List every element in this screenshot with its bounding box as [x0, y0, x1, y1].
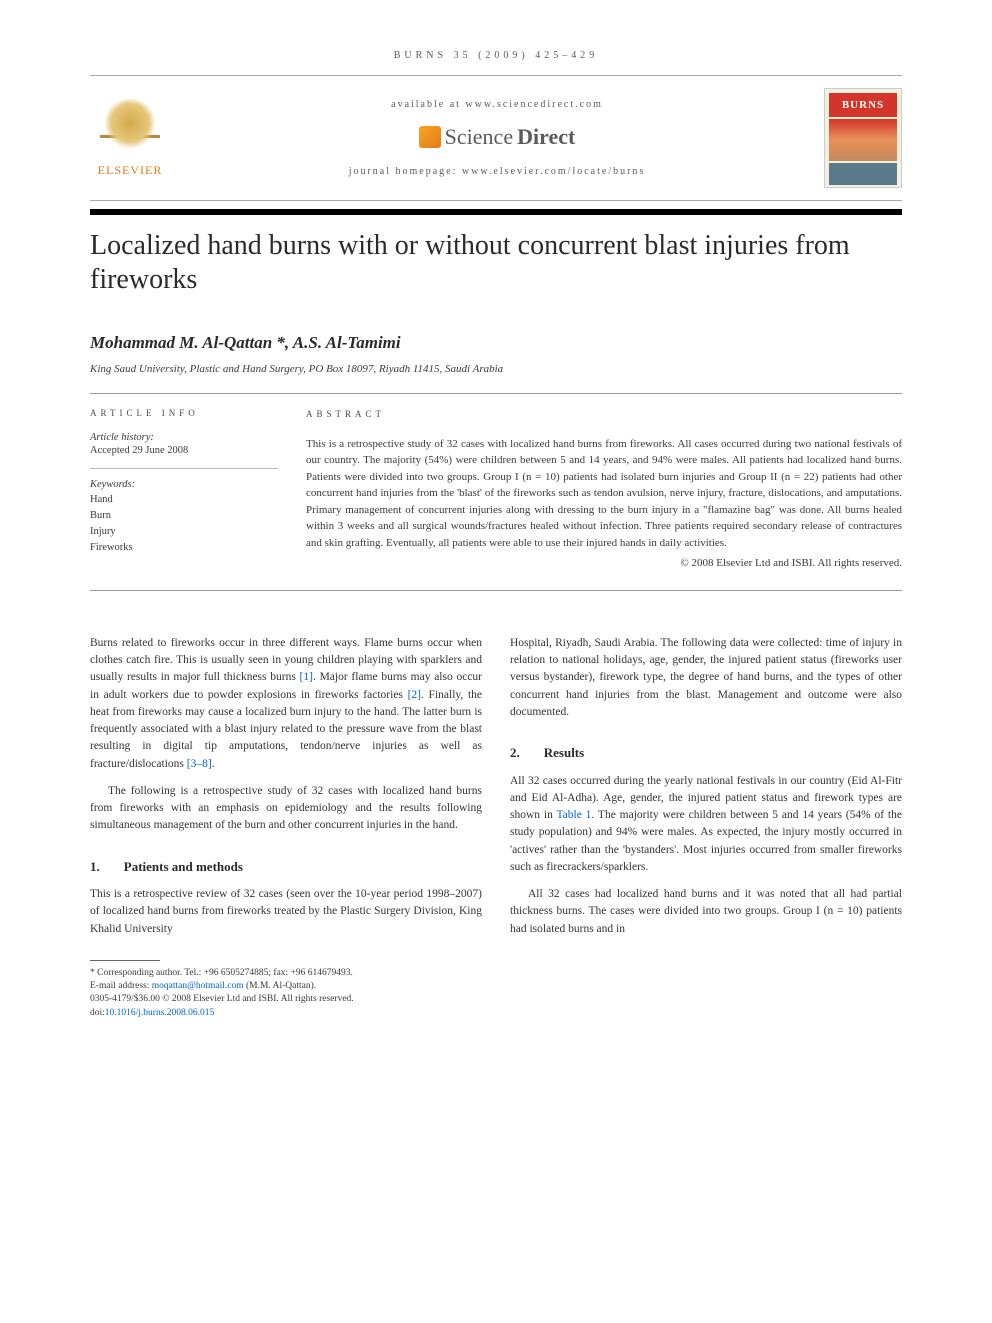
article-info-heading: ARTICLE INFO — [90, 408, 278, 418]
journal-issue-line: BURNS 35 (2009) 425–429 — [90, 50, 902, 61]
publisher-banner: ELSEVIER available at www.sciencedirect.… — [90, 75, 902, 201]
available-at-text: available at www.sciencedirect.com — [170, 99, 824, 110]
section-2-heading: 2. Results — [510, 743, 902, 763]
keyword-item: Hand — [90, 492, 278, 508]
journal-cover-thumbnail: BURNS — [824, 88, 902, 188]
section-2-title: Results — [544, 743, 584, 763]
cover-footer — [829, 163, 897, 185]
authors-line: Mohammad M. Al-Qattan *, A.S. Al-Tamimi — [90, 333, 902, 353]
section-1-paragraph-cont: Hospital, Riyadh, Saudi Arabia. The foll… — [510, 635, 902, 721]
section-1-paragraph: This is a retrospective review of 32 cas… — [90, 886, 482, 938]
affiliation: King Saud University, Plastic and Hand S… — [90, 363, 902, 375]
article-history-label: Article history: — [90, 432, 278, 443]
email-line: E-mail address: moqattan@hotmail.com (M.… — [90, 980, 482, 993]
corresponding-author: * Corresponding author. Tel.: +96 650527… — [90, 967, 482, 980]
doi-line: doi:10.1016/j.burns.2008.06.015 — [90, 1007, 482, 1020]
copyright-line: © 2008 Elsevier Ltd and ISBI. All rights… — [306, 555, 902, 572]
intro-paragraph-1: Burns related to fireworks occur in thre… — [90, 635, 482, 773]
title-rule-top — [90, 209, 902, 215]
accepted-date: Accepted 29 June 2008 — [90, 445, 278, 456]
ref-link-2[interactable]: [2] — [408, 689, 421, 701]
abstract-text: This is a retrospective study of 32 case… — [306, 436, 902, 552]
keyword-item: Injury — [90, 524, 278, 540]
abstract-column: ABSTRACT This is a retrospective study o… — [306, 394, 902, 590]
sciencedirect-logo[interactable]: ScienceDirect — [419, 124, 576, 150]
footnote-block: * Corresponding author. Tel.: +96 650527… — [90, 967, 482, 1020]
ref-link-3-8[interactable]: [3–8] — [187, 758, 212, 770]
section-2-paragraph-1: All 32 cases occurred during the yearly … — [510, 773, 902, 877]
section-1-heading: 1. Patients and methods — [90, 857, 482, 877]
sd-text-1: Science — [445, 124, 513, 150]
abstract-heading: ABSTRACT — [306, 408, 902, 422]
info-divider — [90, 468, 278, 469]
issn-line: 0305-4179/$36.00 © 2008 Elsevier Ltd and… — [90, 993, 482, 1006]
elsevier-label: ELSEVIER — [90, 163, 170, 178]
ref-link-1[interactable]: [1] — [300, 671, 313, 683]
article-info-column: ARTICLE INFO Article history: Accepted 2… — [90, 394, 278, 590]
email-link[interactable]: moqattan@hotmail.com — [152, 981, 244, 991]
keywords-label: Keywords: — [90, 479, 278, 490]
keywords-list: Hand Burn Injury Fireworks — [90, 492, 278, 555]
info-abstract-section: ARTICLE INFO Article history: Accepted 2… — [90, 393, 902, 591]
section-2-number: 2. — [510, 743, 520, 763]
keyword-item: Fireworks — [90, 540, 278, 556]
body-columns: Burns related to fireworks occur in thre… — [90, 635, 902, 1020]
body-column-left: Burns related to fireworks occur in thre… — [90, 635, 482, 1020]
cover-title: BURNS — [829, 93, 897, 117]
intro-paragraph-2: The following is a retrospective study o… — [90, 783, 482, 835]
sd-text-2: Direct — [517, 124, 575, 150]
section-1-title: Patients and methods — [124, 857, 243, 877]
sciencedirect-icon — [419, 126, 441, 148]
footnote-rule — [90, 960, 160, 961]
section-2-paragraph-2: All 32 cases had localized hand burns an… — [510, 886, 902, 938]
section-1-number: 1. — [90, 857, 100, 877]
keyword-item: Burn — [90, 508, 278, 524]
journal-homepage-text: journal homepage: www.elsevier.com/locat… — [170, 166, 824, 177]
doi-link[interactable]: 10.1016/j.burns.2008.06.015 — [105, 1008, 215, 1018]
banner-center: available at www.sciencedirect.com Scien… — [170, 99, 824, 177]
table-1-link[interactable]: Table 1 — [556, 809, 591, 821]
elsevier-logo: ELSEVIER — [90, 99, 170, 178]
paper-title: Localized hand burns with or without con… — [90, 229, 902, 297]
elsevier-tree-icon — [100, 99, 160, 159]
body-column-right: Hospital, Riyadh, Saudi Arabia. The foll… — [510, 635, 902, 1020]
cover-image — [829, 119, 897, 161]
